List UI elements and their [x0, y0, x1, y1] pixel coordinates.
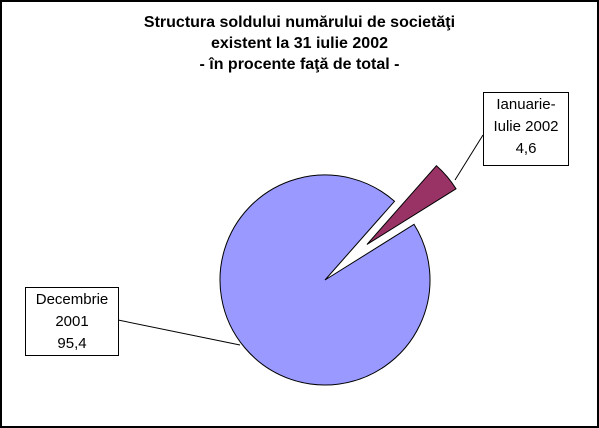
pie-slice — [219, 174, 431, 386]
data-label: Ianuarie-Iulie 2002 4,6 — [483, 92, 569, 166]
data-label: Decembrie 2001 95,4 — [25, 287, 119, 356]
category-label: Decembrie 2001 — [35, 291, 109, 330]
chart-title: Structura soldului numărului de societăţ… — [143, 14, 456, 73]
category-label: Ianuarie-Iulie 2002 — [493, 96, 559, 135]
leader-line — [454, 134, 484, 181]
pie-slice — [366, 165, 457, 245]
value-label: 4,6 — [515, 140, 537, 157]
value-label: 95,4 — [57, 335, 87, 352]
leader-line — [117, 319, 241, 346]
